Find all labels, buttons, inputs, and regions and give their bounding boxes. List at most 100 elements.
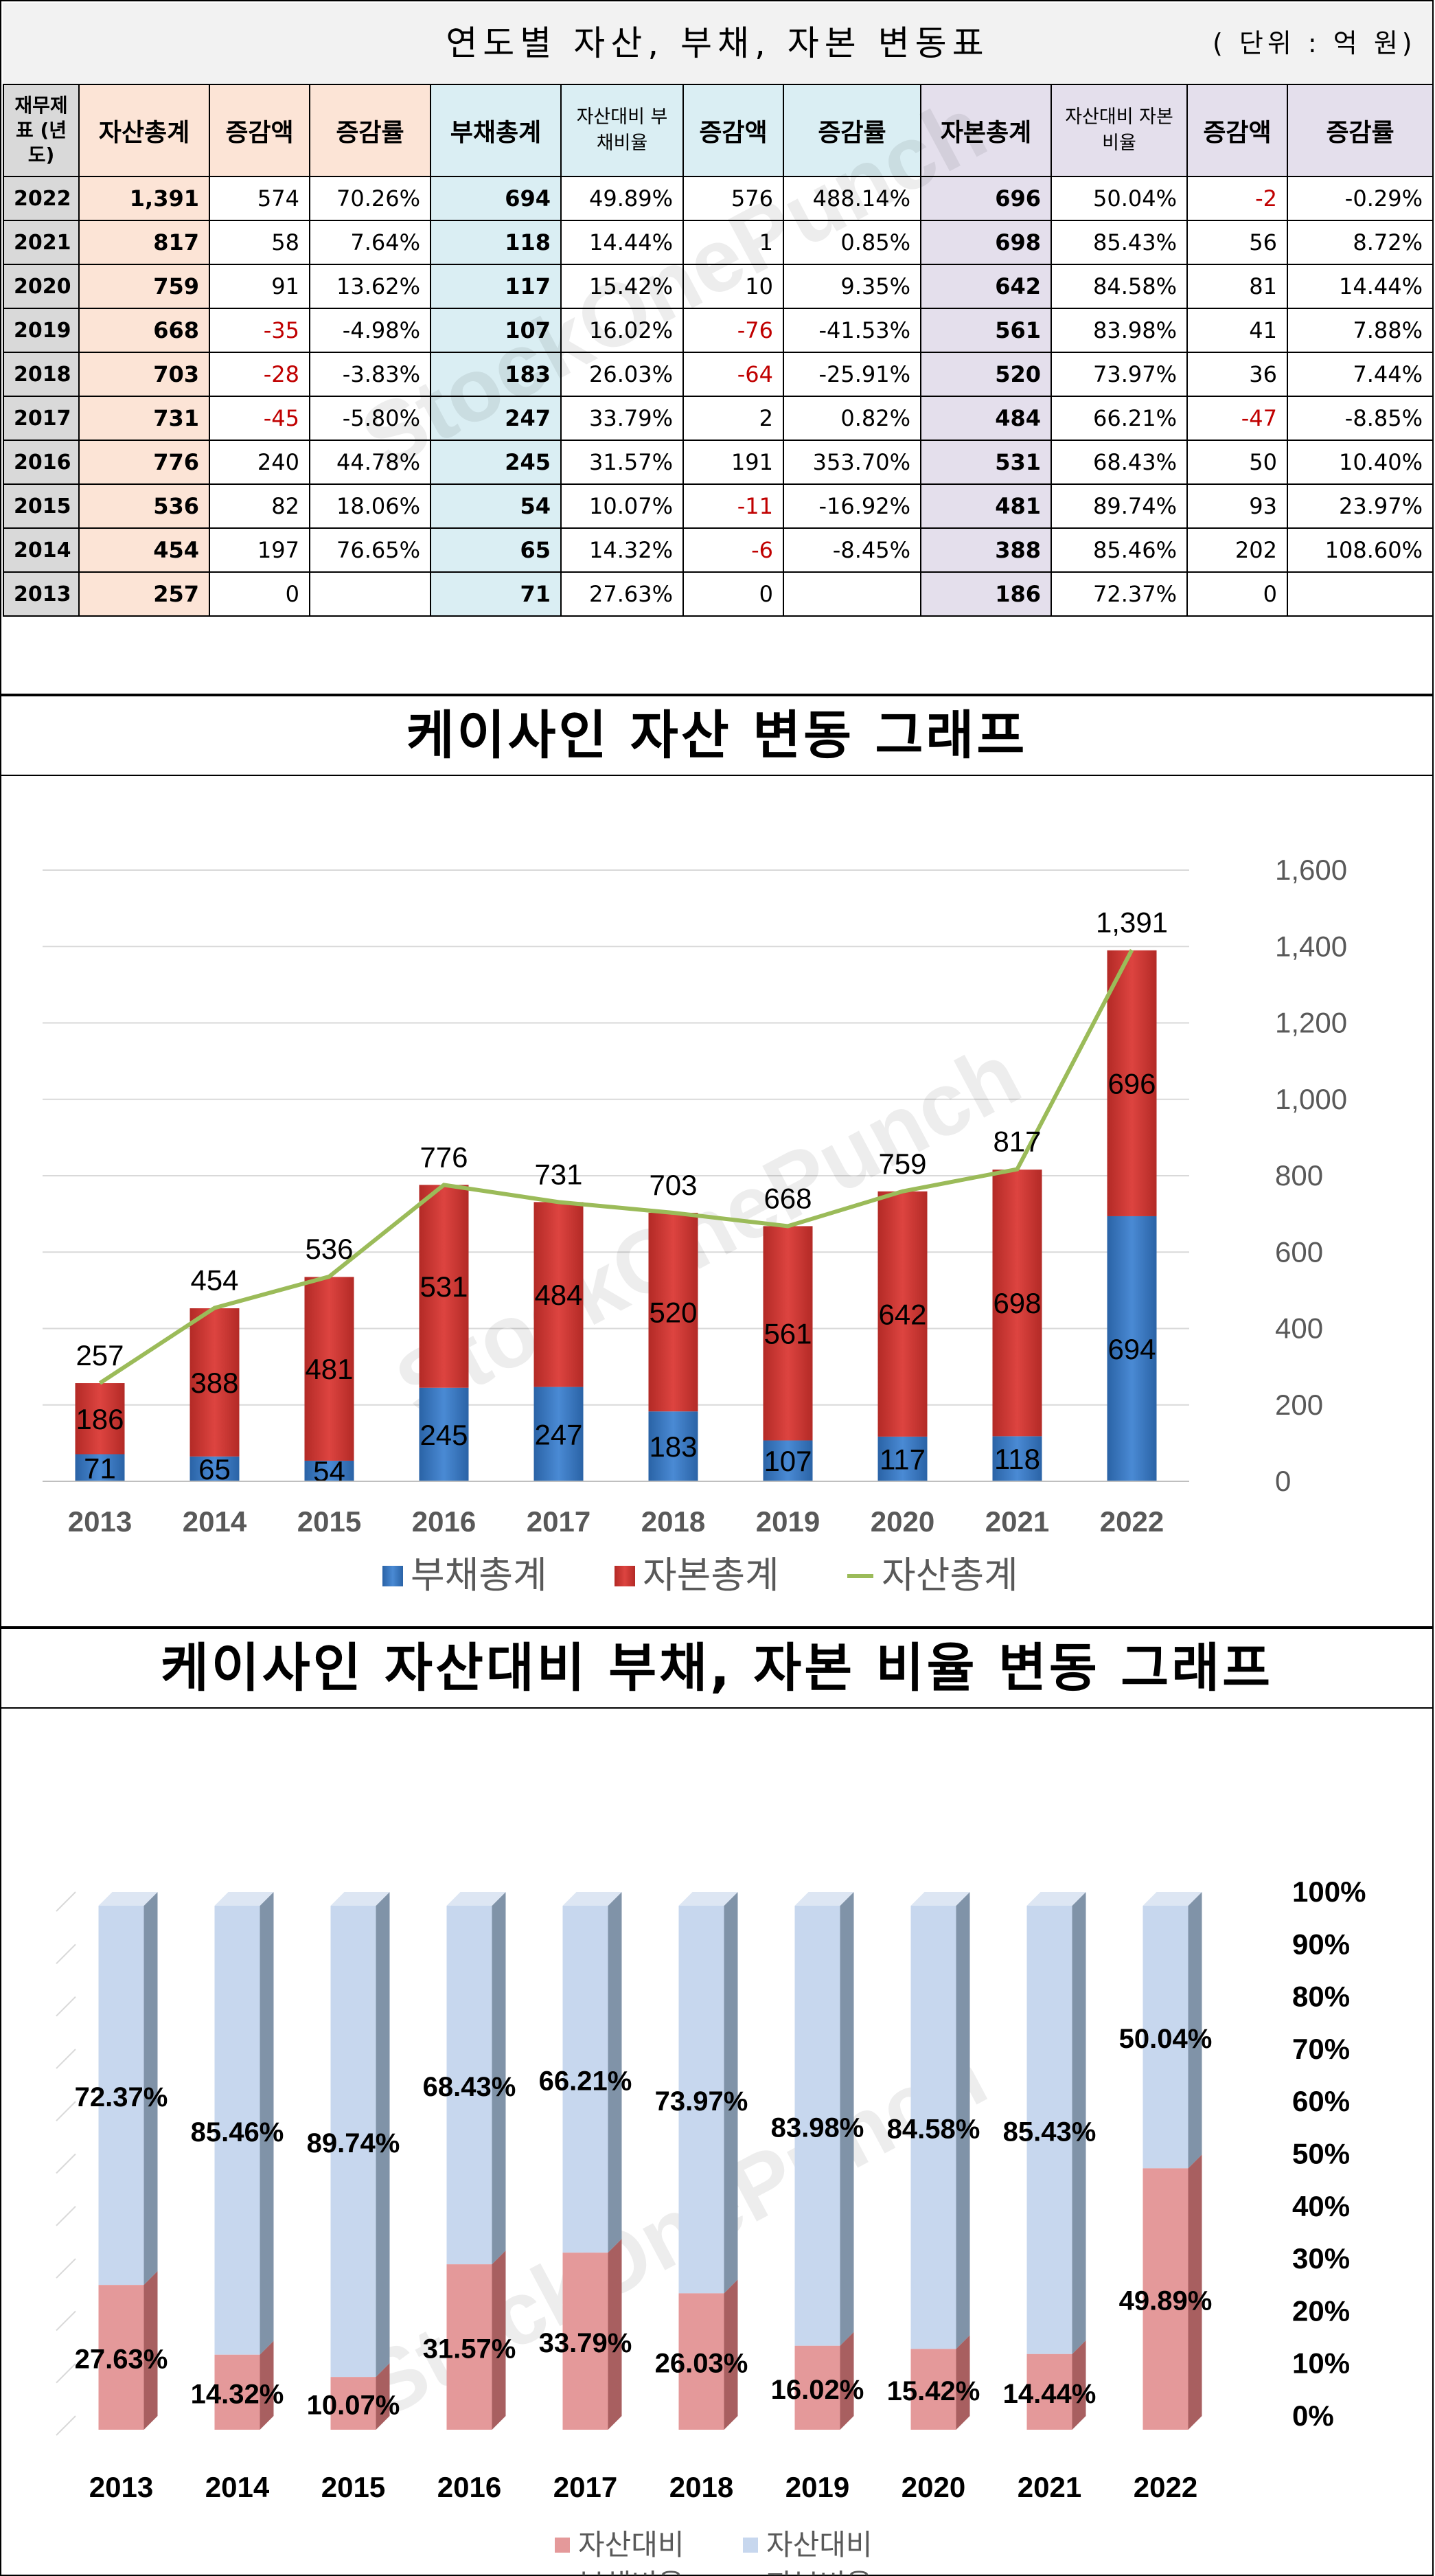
cell-liab-change: 10 (682, 264, 784, 309)
table-row: 2017 731 -45 -5.80% 247 33.79% 2 0.82% 484 66.21%… (3, 396, 1434, 441)
cell-asset-change-rate: 76.65% (309, 527, 431, 573)
bar-liab-side (260, 2340, 274, 2430)
financial-table: 재무제표 (년도) 자산총계 증감액 증감률 부채총계 자산대비 부채비율 증감… (3, 84, 1434, 617)
label-liab-ratio: 10.07% (307, 2391, 400, 2421)
legend-liab-line2: 부채비율 (578, 2568, 685, 2575)
legend-liab-swatch (555, 2538, 570, 2553)
label-total-assets: 731 (534, 1158, 582, 1190)
bar-equity (75, 1383, 125, 1455)
bar-equity-side (956, 1892, 970, 2349)
cell-year: 2015 (3, 483, 80, 529)
cell-equity-change: 50 (1186, 440, 1288, 485)
cell-asset-change-rate: -4.98% (309, 308, 431, 353)
cell-equity-ratio: 50.04% (1051, 176, 1188, 221)
bar-equity-ratio (214, 1906, 260, 2355)
gridline (56, 2310, 76, 2332)
bar-equity-top (678, 1892, 738, 1906)
y-tick-label: 1,400 (1275, 930, 1347, 962)
cell-liab-change-rate: 488.14% (783, 176, 921, 221)
cell-total-equity: 484 (920, 396, 1052, 441)
label-liabilities: 118 (994, 1443, 1040, 1475)
cell-equity-ratio: 83.98% (1051, 308, 1188, 353)
cell-liab-change-rate: 0.82% (783, 396, 921, 441)
bar-liab-ratio (330, 2377, 376, 2430)
bar-equity-side (260, 1892, 274, 2355)
label-equity-ratio: 68.43% (423, 2072, 516, 2102)
cell-equity-ratio: 72.37% (1051, 571, 1188, 617)
label-total-assets: 759 (878, 1148, 926, 1180)
bar-equity-top (562, 1892, 622, 1906)
label-total-assets: 536 (305, 1233, 353, 1265)
cell-liab-change-rate (783, 571, 921, 617)
cell-asset-change: -45 (209, 396, 310, 441)
cell-asset-change-rate: -3.83% (309, 352, 431, 397)
cell-debt-ratio: 49.89% (560, 176, 684, 221)
gridline (56, 2415, 76, 2436)
cell-asset-change-rate: 70.26% (309, 176, 431, 221)
bar-liabilities (763, 1440, 813, 1481)
cell-total-liabilities: 183 (430, 352, 562, 397)
bar-equity (533, 1202, 584, 1387)
cell-debt-ratio: 31.57% (560, 440, 684, 485)
bar-equity-ratio (1026, 1906, 1072, 2354)
cell-liab-change-rate: -41.53% (783, 308, 921, 353)
bar-equity (190, 1308, 240, 1457)
bar-liab-ratio (910, 2349, 956, 2430)
label-liabilities: 71 (84, 1452, 116, 1484)
cell-total-equity: 481 (920, 483, 1052, 529)
header-equity-change-rate: 증감률 (1287, 84, 1434, 177)
gridline (56, 2206, 76, 2226)
y-tick-label: 50% (1292, 2138, 1350, 2170)
bar-liab-side (1188, 2154, 1202, 2430)
cell-total-equity: 696 (920, 176, 1052, 221)
bar-liab-ratio (562, 2253, 608, 2430)
x-tick-label: 2016 (412, 1505, 476, 1538)
label-equity-ratio: 72.37% (75, 2082, 168, 2112)
legend-equity-line2: 자본비율 (766, 2568, 873, 2575)
gridline (56, 2258, 76, 2279)
cell-year: 2014 (3, 527, 80, 573)
cell-equity-change: 56 (1186, 220, 1288, 265)
legend-assets-label: 자산총계 (882, 1555, 1018, 1596)
bar-liabilities (419, 1387, 469, 1481)
table-row: 2013 257 0 71 27.63% 0 186 72.37% 0 (3, 571, 1434, 617)
cell-equity-ratio: 73.97% (1051, 352, 1188, 397)
label-total-assets: 668 (764, 1182, 812, 1214)
y-tick-label: 0% (1292, 2400, 1334, 2432)
x-tick-label: 2013 (89, 2471, 153, 2503)
bar-liab-side (956, 2335, 970, 2430)
y-tick-label: 90% (1292, 1928, 1350, 1960)
x-tick-label: 2014 (205, 2471, 270, 2503)
bar-liab-ratio (794, 2345, 840, 2430)
cell-total-liabilities: 247 (430, 396, 562, 441)
cell-year: 2021 (3, 220, 80, 265)
x-tick-label: 2018 (669, 2471, 733, 2503)
cell-total-liabilities: 107 (430, 308, 562, 353)
label-equity: 520 (649, 1297, 697, 1329)
table-row: 2022 1,391 574 70.26% 694 49.89% 576 488.14% 696… (3, 176, 1434, 221)
y-tick-label: 20% (1292, 2294, 1350, 2327)
legend-liabilities-swatch (382, 1566, 403, 1586)
label-liab-ratio: 16.02% (771, 2375, 864, 2405)
cell-asset-change-rate: -5.80% (309, 396, 431, 441)
label-equity: 561 (764, 1317, 812, 1349)
table-header-row: 재무제표 (년도) 자산총계 증감액 증감률 부채총계 자산대비 부채비율 증감… (3, 84, 1434, 177)
bar-equity-ratio (98, 1906, 144, 2286)
bar-equity-side (1072, 1892, 1086, 2354)
bar-liabilities (1107, 1216, 1157, 1481)
financial-table-section: 연도별 자산, 부채, 자본 변동표 ( 단위 : 억 원) 재무제표 (년도)… (0, 0, 1434, 695)
cell-asset-change-rate: 7.64% (309, 220, 431, 265)
cell-asset-change: 240 (209, 440, 310, 485)
cell-equity-change-rate: 14.44% (1287, 264, 1434, 309)
bar-liab-ratio (214, 2354, 260, 2430)
cell-total-assets: 817 (78, 220, 210, 265)
x-tick-label: 2015 (297, 1505, 361, 1538)
x-tick-label: 2022 (1134, 2471, 1197, 2503)
bar-equity-top (910, 1892, 970, 1906)
cell-equity-ratio: 66.21% (1051, 396, 1188, 441)
label-equity-ratio: 89.74% (307, 2128, 400, 2158)
bar-liab-side (492, 2250, 506, 2430)
label-liab-ratio: 26.03% (655, 2349, 748, 2379)
x-tick-label: 2020 (902, 2471, 965, 2503)
cell-total-liabilities: 54 (430, 483, 562, 529)
